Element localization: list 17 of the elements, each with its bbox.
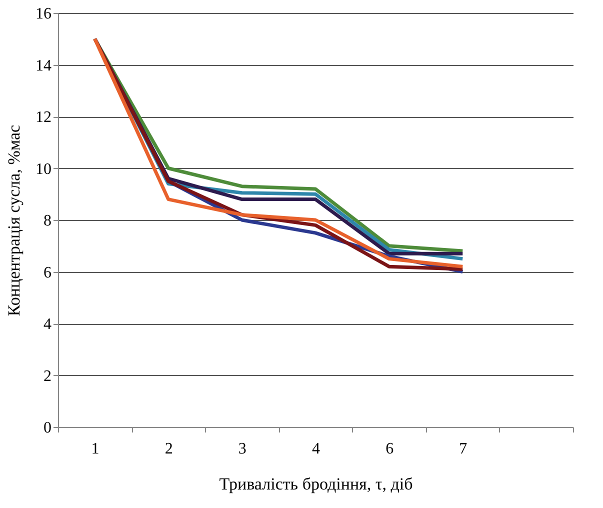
x-tick-label: 2 (164, 440, 173, 458)
x-tick-label: 1 (91, 440, 100, 458)
x-axis-title: Тривалість бродіння, τ, діб (219, 474, 413, 494)
x-tick-label: 4 (312, 440, 320, 458)
y-tick-label: 8 (44, 212, 52, 230)
x-tick-label: 7 (459, 440, 468, 458)
y-tick-label: 16 (36, 6, 52, 22)
y-axis-title: Концентрація сусла, %мас (4, 124, 24, 316)
y-tick-label: 10 (36, 160, 52, 178)
x-tick-label: 3 (238, 440, 246, 458)
y-tick-label: 12 (36, 109, 52, 126)
y-tick-label: 0 (44, 420, 52, 436)
y-tick-label: 2 (44, 368, 52, 385)
y-tick-label: 14 (36, 57, 52, 74)
y-tick-label: 6 (44, 264, 52, 282)
y-tick-label: 4 (44, 316, 52, 333)
x-tick-label: 6 (386, 440, 394, 458)
